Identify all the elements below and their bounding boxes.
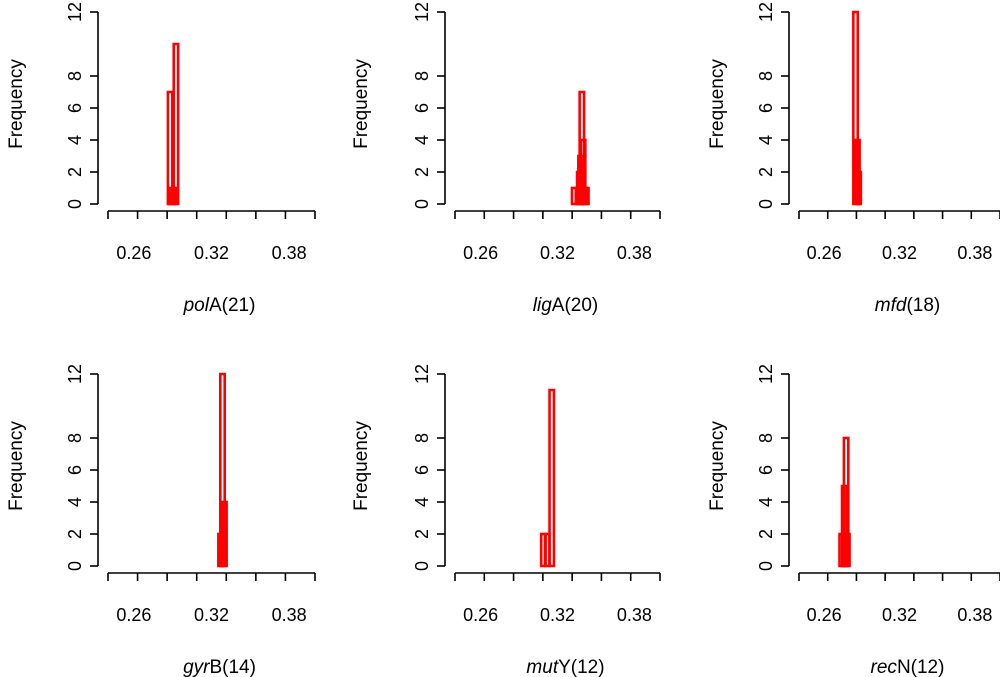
y-tick-label: 8 (412, 71, 432, 81)
x-tick-label: 0.32 (540, 243, 575, 263)
x-tick-label: 0.32 (882, 605, 917, 625)
x-tick-label: 0.38 (617, 605, 652, 625)
y-tick-label: 4 (65, 497, 85, 507)
y-tick-label: 6 (756, 103, 776, 113)
y-tick-label: 12 (756, 364, 776, 384)
y-tick-label: 6 (412, 103, 432, 113)
x-tick-label: 0.26 (463, 243, 498, 263)
y-tick-label: 2 (756, 529, 776, 539)
gene-name: mfd (875, 295, 908, 316)
histogram-panel-2: 0 2 4 6 8 12 Frequency 0.26 0.32 0.38 ligA(20) (351, 2, 661, 316)
histogram-panel-3: 0 2 4 6 8 12 Frequency 0.26 0.32 0.38 mfd(18) (707, 2, 1000, 316)
y-tick-label: 6 (65, 103, 85, 113)
y-tick-label: 0 (65, 199, 85, 209)
histogram-bar (172, 42, 180, 206)
x-tick-label: 0.26 (807, 605, 842, 625)
y-tick-label: 2 (65, 529, 85, 539)
y-tick-label: 4 (756, 135, 776, 145)
histogram-bar (582, 186, 590, 206)
y-tick-label: 12 (756, 2, 776, 22)
x-axis-title: polA(21) (183, 295, 256, 316)
x-tick-label: 0.38 (957, 243, 992, 263)
y-tick-label: 2 (65, 167, 85, 177)
histogram-panel-6: 0 2 4 6 8 12 Frequency 0.26 0.32 0.38 recN(12) (707, 364, 1000, 677)
y-tick-label: 0 (65, 561, 85, 571)
y-tick-label: 2 (412, 167, 432, 177)
y-tick-label: 6 (756, 465, 776, 475)
x-tick-label: 0.32 (882, 243, 917, 263)
x-axis-title: mfd(18) (875, 295, 940, 316)
gene-name: gyr (183, 657, 210, 677)
x-tick-label: 0.26 (116, 243, 151, 263)
histogram-panel-5: 0 2 4 6 8 12 Frequency 0.26 0.32 0.38 mutY(12) (351, 364, 661, 677)
x-axis-title: gyrB(14) (183, 657, 256, 677)
y-tick-label: 0 (756, 199, 776, 209)
y-tick-label: 8 (756, 433, 776, 443)
x-tick-label: 0.38 (272, 605, 307, 625)
y-tick-label: 8 (412, 433, 432, 443)
x-tick-label: 0.38 (272, 243, 307, 263)
y-tick-label: 12 (65, 364, 85, 384)
gene-count: (18) (906, 295, 940, 316)
y-tick-label: 8 (65, 433, 85, 443)
x-tick-label: 0.32 (194, 605, 229, 625)
histogram-bar (548, 388, 556, 568)
x-tick-label: 0.38 (957, 605, 992, 625)
y-axis-title: Frequency (707, 59, 728, 149)
histogram-panel-1: 0 2 4 6 8 12 Frequency 0.26 0.32 0.38 polA(21) (6, 2, 316, 316)
y-axis-title: Frequency (6, 59, 27, 149)
y-tick-label: 6 (65, 465, 85, 475)
y-tick-label: 4 (65, 135, 85, 145)
y-tick-label: 12 (412, 364, 432, 384)
histogram-bar (220, 500, 228, 568)
y-tick-label: 6 (412, 465, 432, 475)
y-axis-title: Frequency (707, 421, 728, 511)
gene-name: lig (533, 295, 552, 316)
y-tick-label: 4 (412, 497, 432, 507)
histogram-panel-4: 0 2 4 6 8 12 Frequency 0.26 0.32 0.38 gyrB(14) (6, 364, 316, 677)
x-axis-title: mutY(12) (526, 657, 604, 677)
y-tick-label: 4 (412, 135, 432, 145)
x-axis-title: ligA(20) (533, 295, 598, 316)
x-axis-title: recN(12) (871, 657, 945, 677)
y-axis-title: Frequency (351, 421, 372, 511)
gene-count: N(12) (897, 657, 945, 677)
x-tick-label: 0.38 (617, 243, 652, 263)
y-tick-label: 2 (412, 529, 432, 539)
gene-name: mut (526, 657, 558, 677)
gene-count: A(21) (209, 295, 255, 316)
gene-name: rec (871, 657, 898, 677)
x-tick-label: 0.32 (194, 243, 229, 263)
gene-count: Y(12) (558, 657, 604, 677)
y-tick-label: 0 (412, 561, 432, 571)
histogram-bar (843, 532, 851, 568)
x-tick-label: 0.26 (116, 605, 151, 625)
y-tick-label: 12 (412, 2, 432, 22)
x-tick-label: 0.26 (463, 605, 498, 625)
y-tick-label: 0 (756, 561, 776, 571)
y-tick-label: 12 (65, 2, 85, 22)
histogram-bar (855, 170, 863, 206)
y-tick-label: 2 (756, 167, 776, 177)
gene-name: pol (183, 295, 210, 316)
gene-count: B(14) (209, 657, 255, 677)
x-tick-label: 0.32 (540, 605, 575, 625)
y-axis-title: Frequency (6, 421, 27, 511)
y-tick-label: 4 (756, 497, 776, 507)
y-tick-label: 8 (756, 71, 776, 81)
gene-count: A(20) (552, 295, 598, 316)
x-tick-label: 0.26 (807, 243, 842, 263)
y-axis-title: Frequency (351, 59, 372, 149)
y-tick-label: 0 (412, 199, 432, 209)
y-tick-label: 8 (65, 71, 85, 81)
